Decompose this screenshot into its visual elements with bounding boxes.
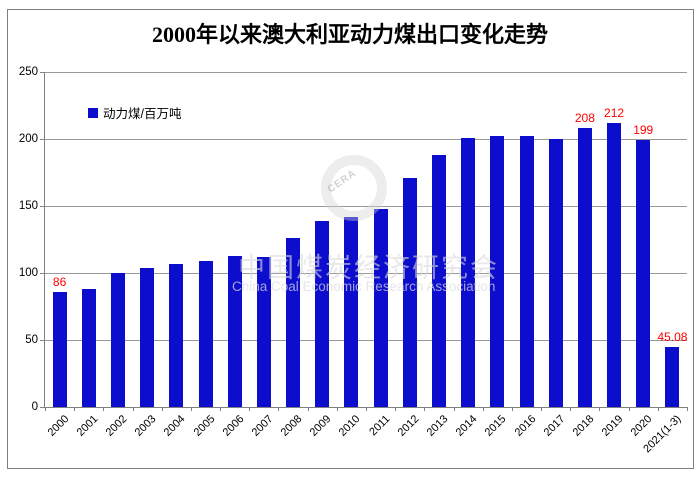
- bar: [315, 220, 330, 407]
- data-label: 212: [604, 105, 625, 120]
- x-axis-tick: [541, 407, 543, 411]
- legend-swatch-icon: [88, 107, 98, 118]
- bar: [198, 260, 213, 407]
- x-axis-tick: [657, 407, 659, 411]
- gridline: [45, 138, 687, 140]
- bar: [577, 128, 592, 407]
- bar: [665, 346, 680, 407]
- bar: [140, 267, 155, 407]
- y-axis-label: 150: [18, 200, 38, 212]
- x-axis-tick: [628, 407, 630, 411]
- x-axis-tick: [161, 407, 163, 411]
- y-axis-tick: [40, 340, 44, 341]
- y-axis-tick: [40, 72, 44, 73]
- x-axis-tick: [570, 407, 572, 411]
- bar: [256, 256, 271, 407]
- bar: [490, 136, 505, 407]
- x-axis-tick: [220, 407, 222, 411]
- gridline: [45, 272, 687, 274]
- bar: [110, 273, 125, 407]
- bar: [636, 140, 651, 407]
- plot-area: 86 208 212 199 45.08: [44, 72, 688, 411]
- watermark-text-cn: 中国煤炭经济研究会: [238, 253, 499, 283]
- gridline: [45, 339, 687, 341]
- bar: [431, 155, 446, 407]
- x-axis-tick: [190, 407, 192, 411]
- watermark-text-en: China Coal Economic Research Association: [232, 279, 496, 294]
- bar: [548, 139, 563, 407]
- x-axis-tick: [45, 407, 46, 411]
- x-axis-tick: [395, 407, 397, 411]
- y-axis-label: 250: [18, 66, 38, 78]
- x-axis-tick: [453, 407, 455, 411]
- x-axis-tick: [278, 407, 280, 411]
- x-axis-tick: [482, 407, 484, 411]
- x-axis-tick: [74, 407, 76, 411]
- bar: [607, 122, 622, 407]
- x-axis-tick: [249, 407, 251, 411]
- bar: [227, 255, 242, 407]
- bar: [344, 216, 359, 407]
- data-label: 208: [574, 111, 595, 126]
- bar: [461, 137, 476, 407]
- y-axis-label: 200: [18, 133, 38, 145]
- x-axis-tick: [132, 407, 134, 411]
- y-axis-label: 0: [31, 401, 38, 413]
- x-axis-tick: [366, 407, 367, 411]
- data-label: 199: [633, 123, 654, 138]
- legend-label: 动力煤/百万吨: [103, 107, 182, 121]
- data-label: 86: [52, 274, 67, 289]
- gridline: [45, 72, 687, 73]
- x-axis-tick: [687, 407, 688, 411]
- y-axis-tick: [40, 139, 44, 140]
- x-axis-tick: [599, 407, 601, 411]
- bar: [81, 289, 96, 407]
- data-label: 45.08: [657, 329, 688, 344]
- y-axis-tick: [40, 206, 44, 207]
- x-axis-tick: [336, 407, 338, 411]
- x-axis-tick: [307, 407, 309, 411]
- y-axis-label: 100: [18, 267, 38, 279]
- bar: [286, 238, 301, 407]
- bar: [52, 291, 67, 407]
- x-axis-tick: [424, 407, 426, 411]
- x-axis-tick: [511, 407, 513, 411]
- bar: [402, 177, 417, 407]
- x-axis-tick: [103, 407, 105, 411]
- y-axis-tick: [40, 273, 44, 274]
- watermark-logo-icon: [321, 155, 387, 221]
- bar: [169, 263, 184, 407]
- y-axis-tick: [40, 407, 44, 408]
- bar: [519, 136, 534, 407]
- y-axis-label: 50: [25, 334, 38, 346]
- bar: [373, 208, 388, 407]
- chart-title: 2000年以来澳大利亚动力煤出口变化走势: [151, 22, 548, 47]
- legend: 动力煤/百万吨: [88, 103, 181, 122]
